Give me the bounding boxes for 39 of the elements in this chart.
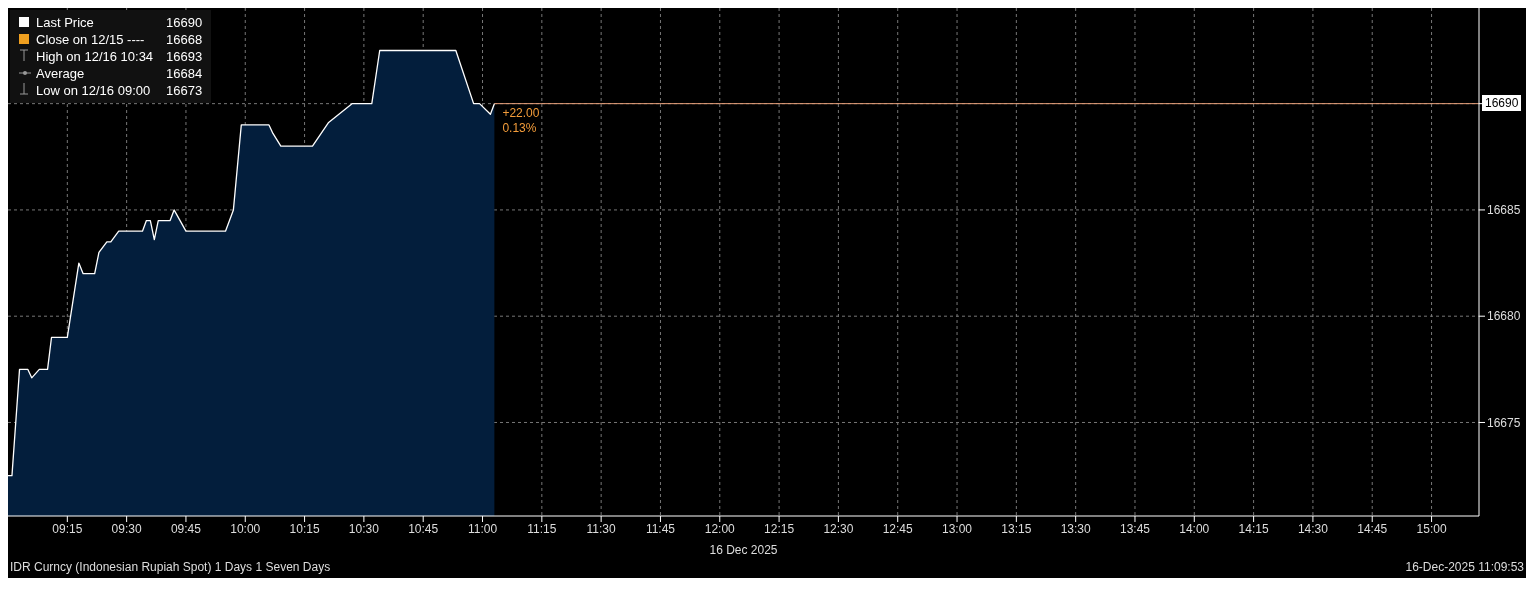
x-tick-label: 09:30 <box>111 521 142 536</box>
text: Close on 12/15 ---- 16668 <box>36 32 203 47</box>
x-tick-label: 14:30 <box>1297 521 1329 536</box>
text: IDR Curncy (Indonesian Rupiah Spot) 1 Days 1 Seven Days <box>10 560 331 574</box>
x-tick-label: 10:30 <box>348 521 380 536</box>
x-tick-label: 10:00 <box>230 521 261 536</box>
annotation: 16690 <box>165 14 204 31</box>
x-tick-label: 10:15 <box>289 521 320 536</box>
x-tick-label: 11:45 <box>645 521 676 536</box>
annotation: High on 12/16 10:34 16693 <box>35 48 204 65</box>
x-tick-label: 09:15 <box>52 521 83 536</box>
x-tick-label: 14:15 <box>1238 521 1269 536</box>
x-tick-label: 14:00 <box>1179 521 1210 536</box>
y-tick-label: 16675 <box>1487 415 1521 430</box>
y-tick-label: 16685 <box>1487 203 1521 218</box>
text: Average 16684 <box>36 66 203 81</box>
x-tick-label: 11:00 <box>467 521 498 536</box>
x-tick-label: 14:45 <box>1357 521 1388 536</box>
annotation: +22.00 <box>502 105 540 120</box>
x-tick-label: 11:30 <box>586 521 617 536</box>
x-tick-label: 12:00 <box>704 521 736 536</box>
x-tick-label: 10:45 <box>408 521 439 536</box>
legend-label: Last Price <box>35 14 95 31</box>
x-axis-title: 16 Dec 2025 <box>709 543 778 557</box>
x-tick-label: 11:15 <box>527 521 557 536</box>
x-tick-label: 12:30 <box>823 521 854 536</box>
x-tick-label: 15:00 <box>1416 521 1447 536</box>
x-tick-label: 13:45 <box>1119 521 1151 536</box>
text: Low on 12/16 09:00 16673 <box>36 83 203 98</box>
ref-line-label: 16690 <box>1482 94 1522 111</box>
x-tick-label: 13:00 <box>942 521 973 536</box>
x-tick-label: 12:45 <box>882 521 914 536</box>
x-tick-label: 13:15 <box>1001 521 1032 536</box>
annotation: 0.13% <box>502 120 537 135</box>
text: 16-Dec-2025 11:09:53 <box>1405 560 1524 574</box>
y-tick-label: 16680 <box>1487 309 1521 324</box>
x-tick-label: 13:30 <box>1060 521 1091 536</box>
x-tick-label: 09:45 <box>170 521 202 536</box>
x-tick-label: 12:15 <box>764 521 795 536</box>
